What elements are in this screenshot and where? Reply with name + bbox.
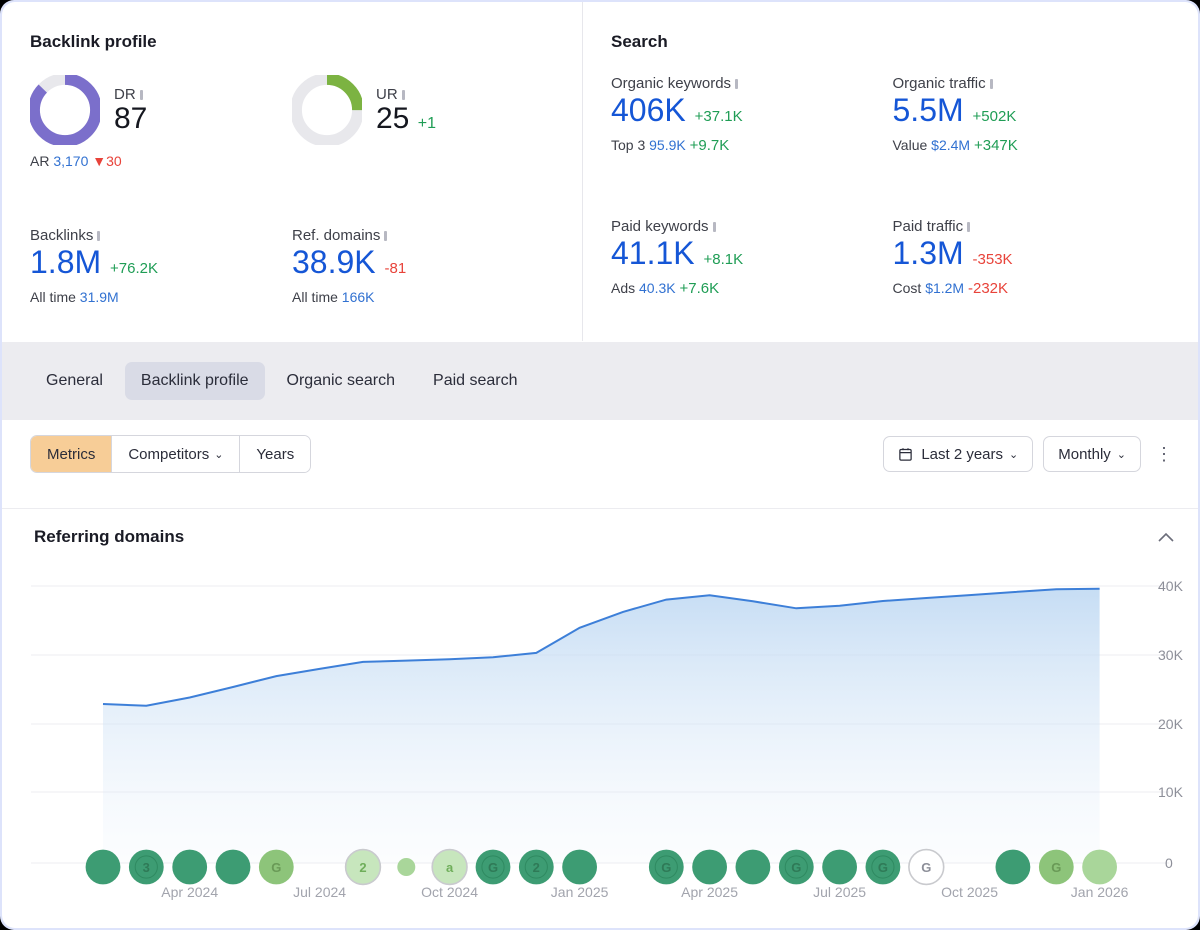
- svg-text:10K: 10K: [1158, 784, 1184, 800]
- svg-text:G: G: [661, 860, 671, 875]
- svg-text:Jan 2026: Jan 2026: [1071, 884, 1129, 900]
- svg-text:G: G: [791, 860, 801, 875]
- svg-text:Oct 2025: Oct 2025: [941, 884, 998, 900]
- svg-text:2: 2: [359, 860, 366, 875]
- svg-text:0: 0: [1165, 855, 1173, 871]
- svg-text:20K: 20K: [1158, 716, 1184, 732]
- svg-text:2: 2: [533, 860, 540, 875]
- svg-text:G: G: [271, 860, 281, 875]
- svg-text:G: G: [1051, 860, 1061, 875]
- svg-text:30K: 30K: [1158, 647, 1184, 663]
- svg-text:Oct 2024: Oct 2024: [421, 884, 478, 900]
- svg-text:G: G: [921, 860, 931, 875]
- svg-text:G: G: [878, 860, 888, 875]
- svg-text:Jul 2025: Jul 2025: [813, 884, 866, 900]
- svg-text:Apr 2025: Apr 2025: [681, 884, 738, 900]
- svg-text:3: 3: [143, 860, 150, 875]
- svg-text:Apr 2024: Apr 2024: [161, 884, 218, 900]
- svg-text:a: a: [446, 860, 454, 875]
- svg-text:Jan 2025: Jan 2025: [551, 884, 609, 900]
- svg-text:40K: 40K: [1158, 578, 1184, 594]
- svg-text:Jul 2024: Jul 2024: [293, 884, 346, 900]
- svg-text:G: G: [488, 860, 498, 875]
